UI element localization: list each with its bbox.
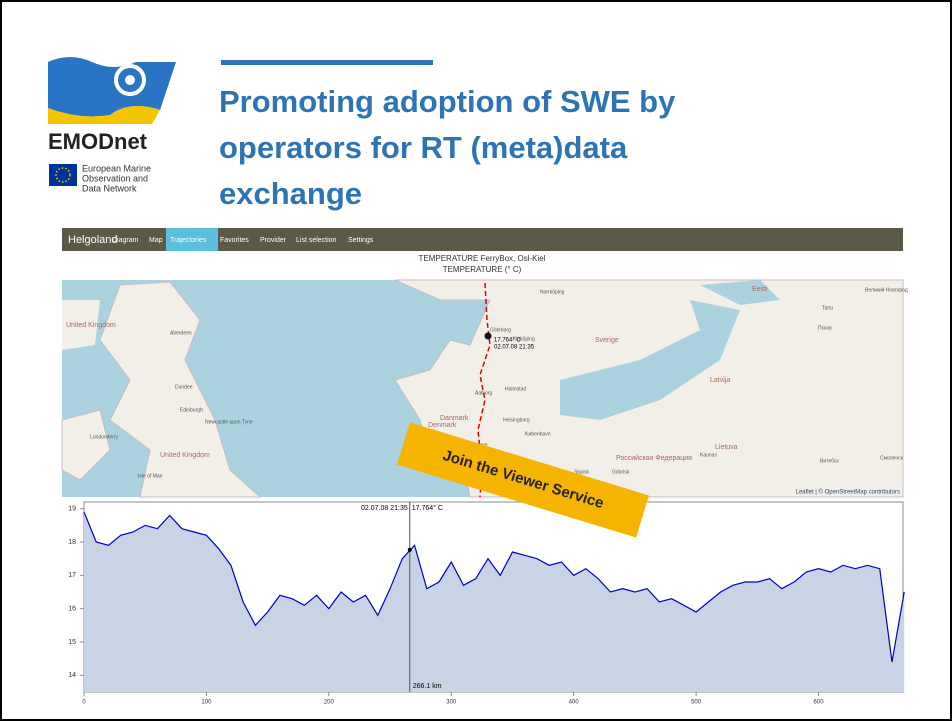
y-tick-label: 16 — [68, 606, 76, 613]
map-label: Halmstad — [505, 386, 526, 392]
map-label: Göteborg — [490, 327, 511, 333]
x-tick-label: 600 — [814, 700, 825, 706]
x-tick-label: 300 — [446, 700, 457, 706]
map-label: Aberdeen — [170, 330, 192, 336]
map-label: United Kingdom — [160, 452, 210, 459]
nav-item[interactable]: Settings — [348, 237, 374, 244]
map-label: Eesti — [752, 286, 768, 293]
page: EMODnet European Marine Observation and … — [0, 0, 952, 721]
map-label: Gdańsk — [612, 469, 630, 475]
map-label: København — [525, 431, 551, 437]
x-tick-label: 400 — [569, 700, 580, 706]
map-attribution[interactable]: Leaflet | © OpenStreetMap contributors — [796, 489, 900, 496]
map-label: Смоленск — [880, 455, 904, 461]
map-label: Витебск — [820, 458, 839, 464]
slide-title: Promoting adoption of SWE by — [219, 84, 676, 119]
cursor-value: 17.764° C — [412, 504, 443, 512]
y-tick-label: 17 — [68, 572, 76, 579]
slide: EMODnet European Marine Observation and … — [0, 0, 952, 721]
logo-dot — [125, 75, 135, 85]
map-label: Isle of Man — [138, 473, 163, 479]
cursor-point — [408, 548, 412, 552]
map-label: Kaunas — [700, 452, 717, 458]
map-label: Denmark — [428, 422, 457, 429]
logo-tagline: Observation and — [82, 173, 148, 183]
nav-item[interactable]: Trajectories — [170, 237, 207, 244]
nav-item[interactable]: Diagram — [112, 237, 139, 244]
slide-title: exchange — [219, 176, 362, 211]
route-position — [485, 333, 492, 340]
app-title: TEMPERATURE FerryBox, Osl-Kiel — [419, 254, 546, 263]
map-label: Helsingborg — [503, 417, 530, 423]
nav-item[interactable]: Map — [149, 237, 163, 244]
map-label: Псков — [818, 325, 832, 331]
nav-brand[interactable]: Helgoland — [68, 234, 118, 246]
y-tick-label: 14 — [68, 672, 76, 679]
map-label: Newcastle upon Tyne — [205, 419, 253, 425]
map-label: Великий Новгород — [865, 286, 908, 293]
map-label: Российская Федерация — [616, 454, 692, 462]
title-rule — [221, 60, 433, 65]
nav-item[interactable]: Provider — [260, 237, 287, 244]
y-tick-label: 19 — [68, 506, 76, 513]
map-label: Edinburgh — [180, 407, 203, 413]
map-label: Aalborg — [475, 390, 492, 396]
x-tick-label: 200 — [324, 700, 335, 706]
map-label: Tartu — [822, 305, 833, 311]
logo-tagline: European Marine — [82, 163, 151, 173]
map-label: Sverige — [595, 337, 619, 344]
popup-time: 02.07.08 21:35 — [494, 345, 535, 351]
nav-item[interactable]: Favorites — [220, 237, 249, 244]
app-subtitle: TEMPERATURE (° C) — [443, 265, 522, 274]
map-label: Danmark — [440, 415, 469, 422]
cursor-time: 02.07.08 21:35 — [361, 505, 408, 512]
map-label: Latvija — [710, 377, 730, 384]
map-label: Norrköping — [540, 289, 565, 295]
x-tick-label: 100 — [201, 700, 212, 706]
slide-title: operators for RT (meta)data — [219, 130, 628, 165]
x-tick-label: 500 — [691, 700, 702, 706]
y-tick-label: 18 — [68, 539, 76, 546]
cursor-km: 266.1 km — [413, 683, 442, 690]
map-label: Jönköping — [512, 336, 535, 342]
map-label: Lietuva — [715, 444, 738, 451]
logo-name: EMODnet — [48, 129, 148, 154]
map-label: Londonderry — [90, 434, 119, 440]
nav-item[interactable]: List selection — [296, 237, 337, 244]
map-label: Dundee — [175, 384, 193, 390]
y-tick-label: 15 — [68, 639, 76, 646]
map-label: United Kingdom — [66, 322, 116, 329]
logo-tagline: Data Network — [82, 183, 137, 193]
